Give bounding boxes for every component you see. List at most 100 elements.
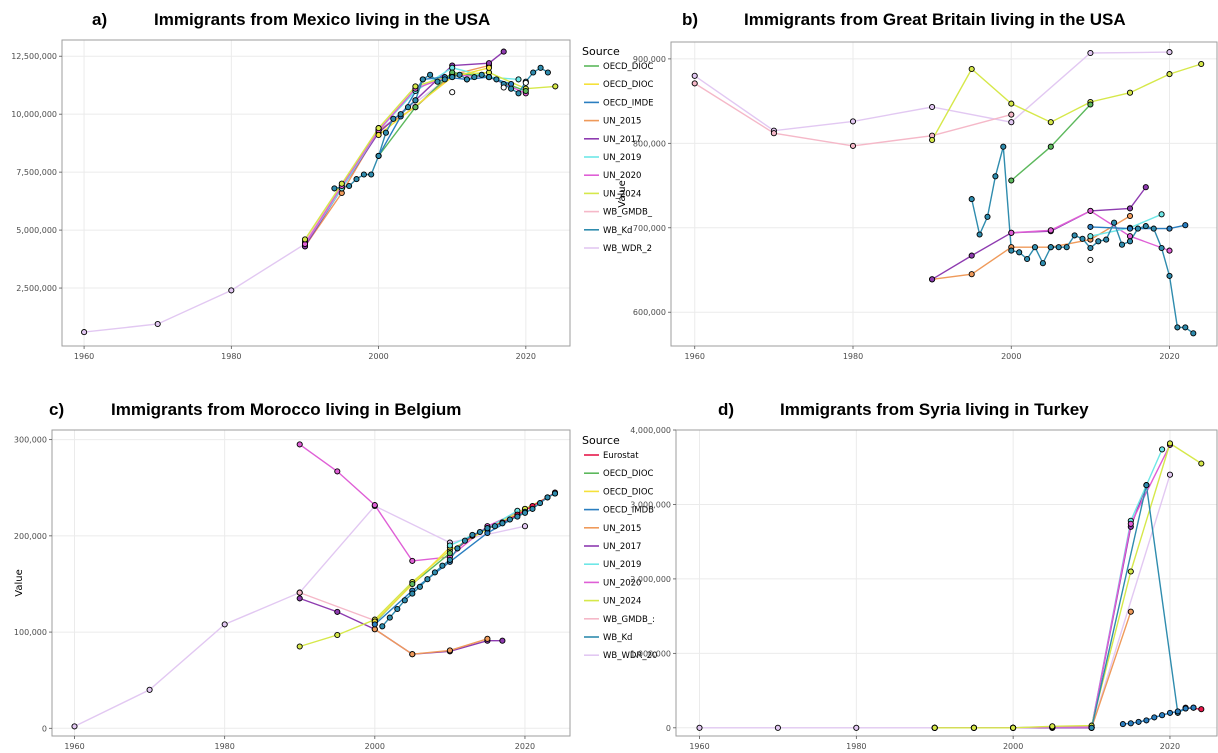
chart-c-legend-label: OECD_DIOC bbox=[603, 487, 654, 497]
chart-c-series-line-un_2015 bbox=[374, 628, 488, 655]
chart-a-data-point bbox=[375, 131, 382, 139]
chart-c-y-tick-label: 0 bbox=[42, 724, 47, 733]
chart-b-data-point bbox=[1071, 232, 1078, 239]
chart-d-data-point bbox=[853, 724, 860, 731]
chart-d-x-tick-label: 2020 bbox=[1160, 742, 1180, 751]
chart-c-data-point bbox=[446, 556, 453, 563]
chart-a-legend-label: WB_WDR_2 bbox=[603, 244, 652, 254]
chart-a-data-point bbox=[441, 76, 448, 83]
chart-b-data-point bbox=[1134, 225, 1141, 232]
chart-b-data-point bbox=[1000, 143, 1007, 150]
chart-b-data-point bbox=[1008, 100, 1015, 107]
chart-b-data-point bbox=[1087, 101, 1094, 108]
chart-a-data-point bbox=[360, 171, 367, 178]
chart-c-data-point bbox=[484, 525, 491, 532]
chart-c-x-tick-label: 2000 bbox=[365, 742, 385, 751]
chart-b-data-point bbox=[1008, 119, 1015, 126]
chart-b-data-point bbox=[1103, 236, 1110, 243]
chart-a-data-point bbox=[346, 182, 353, 190]
chart-d-data-point bbox=[1190, 704, 1197, 711]
chart-b-data-point bbox=[1118, 241, 1126, 248]
chart-d-data-point bbox=[1143, 482, 1150, 489]
chart-d-data-point bbox=[1010, 724, 1017, 731]
chart-a-y-tick-label: 7,500,000 bbox=[16, 168, 57, 177]
chart-a-data-point bbox=[338, 180, 345, 187]
chart-b-data-point bbox=[1047, 227, 1054, 234]
panel-d-letter: d) bbox=[718, 400, 735, 419]
chart-d-data-point bbox=[774, 724, 781, 731]
chart-a-data-point bbox=[427, 71, 434, 78]
chart-a-data-point bbox=[228, 287, 235, 294]
chart-c-data-point bbox=[416, 583, 423, 590]
chart-a-data-point bbox=[522, 79, 529, 86]
chart-a-legend-label: UN_2015 bbox=[603, 117, 641, 127]
chart-a-x-tick-label: 1960 bbox=[74, 352, 94, 361]
chart-c-data-point bbox=[506, 516, 513, 523]
chart-a-data-point bbox=[500, 48, 507, 55]
chart-a-data-point bbox=[471, 74, 478, 81]
chart-c-data-point bbox=[146, 686, 153, 693]
chart-b-data-point bbox=[1190, 330, 1197, 337]
chart-b-data-point bbox=[1047, 244, 1054, 251]
chart-b-data-point bbox=[1142, 184, 1149, 191]
chart-a-y-tick-label: 12,500,000 bbox=[11, 52, 57, 61]
chart-a-data-point bbox=[485, 74, 493, 81]
chart-a-data-point bbox=[500, 84, 507, 91]
chart-b-data-point bbox=[1142, 223, 1149, 230]
chart-b-y-tick-label: 600,000 bbox=[633, 308, 666, 317]
panel-a-title: a) Immigrants from Mexico living in the U… bbox=[92, 10, 490, 30]
chart-c-data-point bbox=[409, 651, 416, 658]
chart-c-data-point bbox=[334, 631, 341, 639]
chart-b-data-point bbox=[1079, 235, 1086, 242]
chart-b-data-point bbox=[976, 231, 983, 238]
chart-b-data-point bbox=[1166, 225, 1173, 232]
chart-a-series-line-un_2024 bbox=[304, 71, 556, 240]
chart-b-data-point bbox=[1008, 111, 1015, 118]
chart-b-data-point bbox=[1016, 249, 1023, 256]
chart-b-data-point bbox=[691, 72, 698, 79]
chart-d-data-point bbox=[1174, 708, 1181, 715]
chart-c-legend-label: UN_2020 bbox=[603, 578, 641, 588]
chart-b-data-point bbox=[1150, 225, 1157, 232]
chart-b-data-point bbox=[992, 173, 999, 180]
panel-d-title: d) Immigrants from Syria living in Turkey bbox=[718, 400, 1089, 420]
chart-c-legend-label: UN_2019 bbox=[603, 560, 641, 570]
chart-b-y-tick-label: 700,000 bbox=[633, 224, 666, 233]
chart-d-y-tick-label: 3,000,000 bbox=[630, 500, 671, 509]
chart-c-data-point bbox=[296, 589, 303, 596]
chart-a-legend-label: UN_2020 bbox=[603, 171, 641, 181]
chart-d-x-tick-label: 1960 bbox=[689, 742, 709, 751]
chart-c-legend-title: Source bbox=[582, 434, 620, 447]
chart-a-data-point bbox=[478, 71, 485, 78]
chart-b-data-point bbox=[929, 103, 936, 111]
panel-c: c) Immigrants from Morocco living in Belg… bbox=[0, 376, 658, 753]
chart-a-data-point bbox=[375, 152, 382, 159]
chart-d-y-tick-label: 2,000,000 bbox=[630, 575, 671, 584]
chart-c-legend-label: WB_GMDB_: bbox=[603, 615, 655, 625]
chart-a-data-point bbox=[301, 236, 309, 243]
chart-c-data-point bbox=[499, 520, 506, 527]
chart-b-data-point bbox=[1087, 223, 1094, 230]
chart-b-data-point bbox=[1126, 225, 1134, 232]
chart-a-y-tick-label: 5,000,000 bbox=[16, 226, 57, 235]
chart-c-data-point bbox=[499, 637, 506, 644]
chart-c-y-tick-label: 200,000 bbox=[14, 532, 47, 541]
chart-c-x-tick-label: 2020 bbox=[515, 742, 535, 751]
chart-a-data-point bbox=[81, 329, 88, 336]
chart-c-data-point bbox=[491, 523, 498, 530]
chart-c-data-point bbox=[371, 621, 378, 628]
chart-a-data-point bbox=[353, 176, 360, 183]
chart-a-x-tick-label: 2020 bbox=[516, 352, 536, 361]
chart-a-data-point bbox=[485, 64, 493, 71]
chart-d-series-line-oecd_imdb bbox=[1122, 707, 1194, 725]
chart-d-data-point bbox=[1151, 714, 1158, 721]
chart-b-data-point bbox=[1158, 211, 1165, 218]
chart-b-data-point bbox=[1126, 205, 1134, 212]
chart-d-y-tick-label: 0 bbox=[666, 724, 671, 733]
chart-c-data-point bbox=[409, 557, 416, 564]
chart-a-panel-border bbox=[61, 39, 571, 347]
chart-a-legend-label: WB_Kd bbox=[603, 226, 632, 236]
chart-a-data-point bbox=[382, 129, 389, 136]
panel-b-letter: b) bbox=[682, 10, 699, 29]
chart-b-series-line-un_2015 bbox=[932, 215, 1131, 280]
